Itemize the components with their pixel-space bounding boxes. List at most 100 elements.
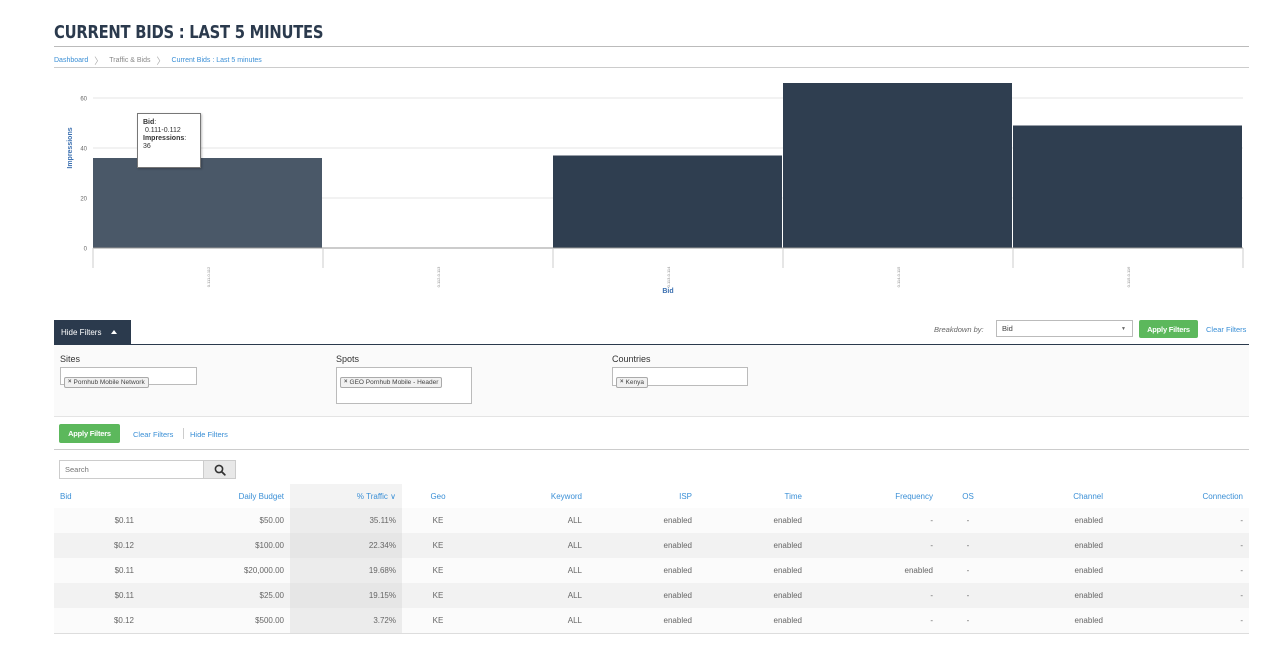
filter-label-spots: Spots (336, 354, 360, 364)
breadcrumb-divider (54, 67, 1249, 68)
remove-tag-icon[interactable]: × (68, 379, 72, 385)
cell-time: enabled (698, 583, 808, 608)
apply-filters-button[interactable]: Apply Filters (59, 424, 120, 443)
cell-bid: $0.12 (54, 608, 140, 634)
column-header-geo[interactable]: Geo (430, 491, 446, 501)
cell-keyword: ALL (474, 583, 588, 608)
caret-down-icon: ▼ (1121, 326, 1126, 332)
column-header-keyword[interactable]: Keyword (550, 491, 582, 501)
cell-os: - (939, 583, 997, 608)
cell-os: - (939, 533, 997, 558)
sort-desc-icon: ∨ (390, 491, 396, 501)
title-divider (54, 46, 1249, 47)
filter-group-sites: Sites × Pornhub Mobile Network (60, 354, 197, 388)
filter-group-spots: Spots × GEO Pornhub Mobile - Header (336, 354, 472, 404)
cell-bid: $0.11 (54, 583, 140, 608)
bids-table: Bid Daily Budget % Traffic ∨ Geo Keyword… (54, 484, 1249, 634)
column-header-bid[interactable]: Bid (60, 491, 72, 501)
cell-time: enabled (698, 558, 808, 583)
tooltip-impressions-label: Impressions (143, 135, 185, 142)
filter-panel: Sites × Pornhub Mobile Network Spots × GEO… (54, 345, 1249, 417)
clear-filters-link[interactable]: Clear Filters (133, 430, 174, 439)
remove-tag-icon[interactable]: × (620, 379, 624, 385)
spots-tag-input[interactable]: × GEO Pornhub Mobile - Header (336, 367, 472, 404)
filter-group-countries: Countries × Kenya (612, 354, 748, 388)
cell-keyword: ALL (474, 533, 588, 558)
bar-0 (93, 158, 322, 248)
cell-daily-budget: $25.00 (140, 583, 290, 608)
countries-tag-input[interactable]: × Kenya (612, 367, 748, 388)
filter-tag-label: GEO Pornhub Mobile - Header (349, 378, 439, 386)
chevron-right-icon: 〉 (94, 56, 104, 66)
table-row: $0.11 $25.00 19.15% KE ALL enabled enabled - - en… (54, 583, 1249, 608)
breakdown-label: Breakdown by: (934, 325, 984, 334)
cell-connection: - (1109, 558, 1249, 583)
search-input[interactable] (59, 460, 204, 479)
search-button[interactable] (203, 460, 236, 479)
clear-filters-link-top[interactable]: Clear Filters (1206, 325, 1247, 334)
hide-filters-button[interactable]: Hide Filters (54, 320, 131, 344)
cell-isp: enabled (588, 583, 698, 608)
cell-traffic: 35.11% (290, 508, 402, 533)
x-axis-label: Bid (662, 288, 673, 295)
cell-geo: KE (402, 583, 474, 608)
page-title: CURRENT BIDS : LAST 5 MINUTES (54, 22, 324, 43)
x-tick-label: 0.111-0.112 (206, 266, 211, 287)
sites-tag-input[interactable]: × Pornhub Mobile Network (60, 367, 197, 388)
column-header-time[interactable]: Time (784, 491, 802, 501)
column-header-os[interactable]: OS (962, 491, 974, 501)
remove-tag-icon[interactable]: × (344, 379, 348, 385)
cell-bid: $0.11 (54, 558, 140, 583)
cell-os: - (939, 558, 997, 583)
column-header-traffic[interactable]: % Traffic ∨ (290, 484, 402, 508)
chevron-right-icon: 〉 (156, 56, 166, 66)
breakdown-select[interactable]: Bid ▼ (996, 320, 1133, 337)
breadcrumb-dashboard[interactable]: Dashboard (54, 57, 89, 64)
cell-os: - (939, 608, 997, 634)
table-row: $0.12 $500.00 3.72% KE ALL enabled enabled - - en… (54, 608, 1249, 634)
tooltip-bid-value: 0.111-0.112 (144, 127, 181, 134)
apply-filters-button-top[interactable]: Apply Filters (1139, 320, 1198, 338)
bar-4 (1013, 125, 1242, 248)
search-icon (214, 464, 226, 476)
cell-keyword: ALL (474, 508, 588, 533)
cell-channel: enabled (997, 583, 1109, 608)
cell-channel: enabled (997, 533, 1109, 558)
cell-os: - (939, 508, 997, 533)
cell-keyword: ALL (474, 558, 588, 583)
cell-geo: KE (402, 608, 474, 634)
x-tick-label: 0.112-0.113 (436, 266, 441, 288)
cell-daily-budget: $100.00 (140, 533, 290, 558)
x-tick-label: 0.115-0.116 (1126, 266, 1131, 288)
breadcrumb-traffic-bids[interactable]: Traffic & Bids (109, 57, 151, 64)
y-tick-label: 60 (80, 97, 87, 103)
breakdown-selected-value: Bid (1002, 324, 1013, 333)
hide-filters-link[interactable]: Hide Filters (190, 430, 228, 439)
cell-isp: enabled (588, 508, 698, 533)
breadcrumb-current-bids[interactable]: Current Bids : Last 5 minutes (171, 57, 262, 64)
cell-isp: enabled (588, 558, 698, 583)
cell-time: enabled (698, 508, 808, 533)
cell-channel: enabled (997, 558, 1109, 583)
column-header-channel[interactable]: Channel (1073, 491, 1103, 501)
column-header-daily-budget[interactable]: Daily Budget (238, 491, 284, 501)
cell-bid: $0.11 (54, 508, 140, 533)
filter-tag: × GEO Pornhub Mobile - Header (340, 376, 443, 388)
cell-time: enabled (698, 533, 808, 558)
column-header-frequency[interactable]: Frequency (895, 491, 933, 501)
cell-frequency: - (808, 608, 939, 634)
cell-frequency: - (808, 508, 939, 533)
filter-tag: × Kenya (616, 376, 648, 388)
table-row: $0.11 $20,000.00 19.68% KE ALL enabled enabled… (54, 558, 1249, 583)
column-header-connection[interactable]: Connection (1202, 491, 1243, 501)
cell-connection: - (1109, 583, 1249, 608)
cell-geo: KE (402, 558, 474, 583)
y-tick-label: 20 (80, 197, 87, 203)
column-header-isp[interactable]: ISP (679, 491, 692, 501)
tooltip-bid-label: Bid (143, 119, 155, 126)
x-tick-label: 0.113-0.114 (666, 266, 671, 288)
cell-traffic: 19.68% (290, 558, 402, 583)
tooltip-impressions-value: 36 (143, 143, 151, 150)
cell-keyword: ALL (474, 608, 588, 634)
